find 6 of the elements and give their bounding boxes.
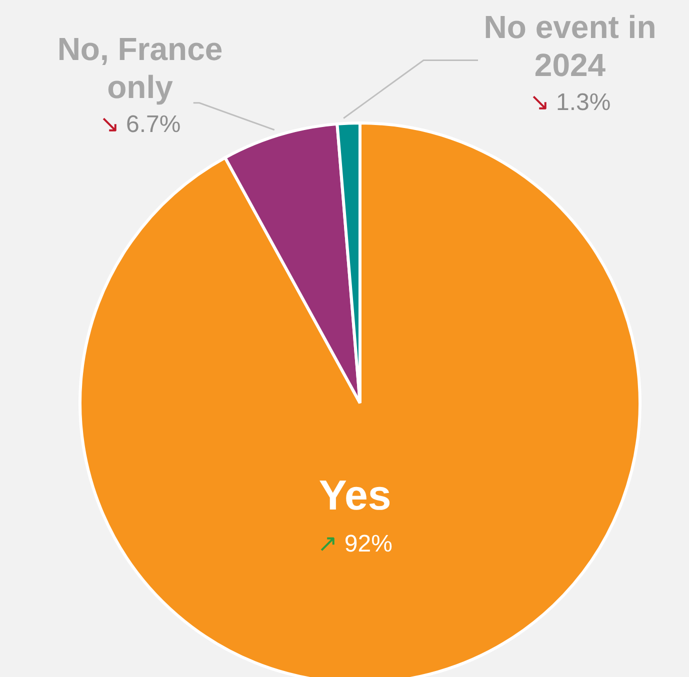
data-label: ↗ 92% (318, 530, 392, 558)
slice-label: Yes (318, 472, 392, 519)
data-label: ↘ 6.7% (99, 111, 181, 138)
slice-label: No event in 2024 (484, 9, 656, 83)
data-label: ↘ 1.3% (529, 89, 611, 116)
slice-label: No, France only (57, 31, 223, 105)
